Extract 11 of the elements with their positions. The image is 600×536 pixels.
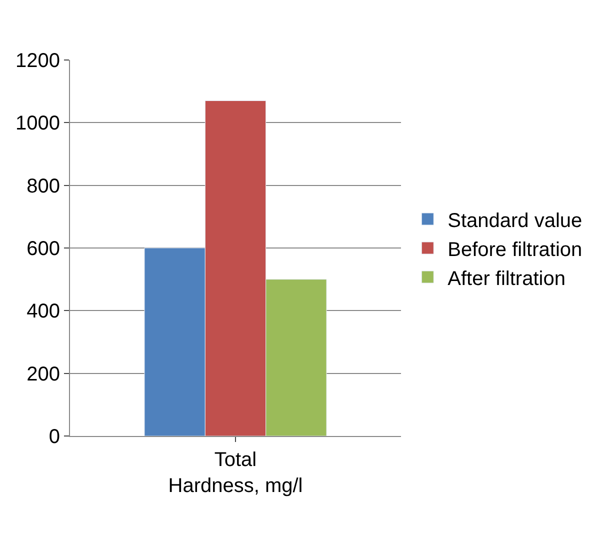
legend-label: Before filtration bbox=[448, 238, 582, 261]
y-tick-label: 1200 bbox=[16, 50, 60, 72]
x-tick-label: Total Hardness, mg/l bbox=[168, 449, 303, 497]
y-tick-label: 0 bbox=[48, 426, 60, 448]
y-tick-label: 200 bbox=[26, 363, 60, 386]
legend-label: After filtration bbox=[448, 268, 566, 290]
y-tick-label: 600 bbox=[26, 238, 60, 260]
y-tick-label: 400 bbox=[26, 300, 60, 323]
y-tick-label: 800 bbox=[26, 175, 60, 198]
legend-label: Standard value bbox=[448, 210, 582, 232]
y-tick-label: 1000 bbox=[16, 112, 60, 135]
